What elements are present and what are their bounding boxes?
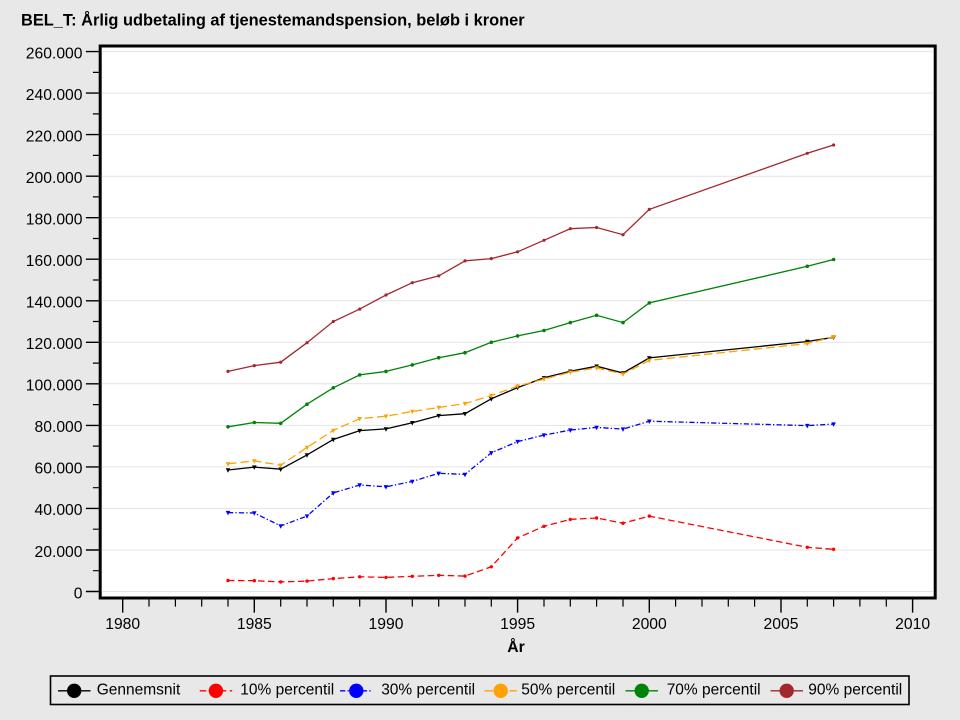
svg-text:10% percentil: 10% percentil (240, 681, 334, 698)
svg-text:2010: 2010 (895, 616, 930, 633)
svg-text:30% percentil: 30% percentil (381, 681, 475, 698)
svg-text:1995: 1995 (500, 616, 535, 633)
svg-text:0: 0 (74, 585, 83, 602)
svg-text:2005: 2005 (764, 616, 799, 633)
svg-text:200.000: 200.000 (26, 170, 83, 187)
svg-text:1980: 1980 (105, 616, 140, 633)
svg-text:120.000: 120.000 (26, 336, 83, 353)
svg-text:70% percentil: 70% percentil (667, 681, 761, 698)
svg-text:1985: 1985 (237, 616, 272, 633)
svg-text:180.000: 180.000 (26, 212, 83, 229)
svg-text:1990: 1990 (369, 616, 404, 633)
svg-text:160.000: 160.000 (26, 253, 83, 270)
svg-text:140.000: 140.000 (26, 295, 83, 312)
svg-text:20.000: 20.000 (35, 544, 83, 561)
svg-text:2000: 2000 (632, 616, 667, 633)
svg-text:260.000: 260.000 (26, 45, 83, 62)
svg-text:År: År (507, 637, 524, 656)
svg-text:60.000: 60.000 (35, 461, 83, 478)
svg-text:50% percentil: 50% percentil (521, 681, 615, 698)
svg-text:220.000: 220.000 (26, 128, 83, 145)
svg-text:40.000: 40.000 (35, 502, 83, 519)
svg-text:240.000: 240.000 (26, 87, 83, 104)
svg-text:90% percentil: 90% percentil (808, 681, 902, 698)
svg-text:Gennemsnit: Gennemsnit (97, 681, 181, 698)
svg-text:BEL_T: Årlig udbetaling af tje: BEL_T: Årlig udbetaling af tjenestemands… (21, 11, 525, 30)
svg-text:100.000: 100.000 (26, 378, 83, 395)
svg-text:80.000: 80.000 (35, 419, 83, 436)
